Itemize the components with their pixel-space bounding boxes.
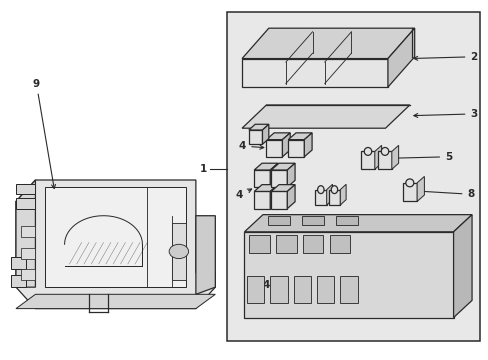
Polygon shape <box>282 133 289 157</box>
Ellipse shape <box>364 148 371 156</box>
Ellipse shape <box>381 148 388 156</box>
Polygon shape <box>301 216 323 225</box>
Polygon shape <box>267 216 289 225</box>
Polygon shape <box>248 130 262 144</box>
Polygon shape <box>21 248 35 258</box>
Text: 4: 4 <box>262 279 275 291</box>
Polygon shape <box>271 185 294 192</box>
Polygon shape <box>45 187 186 287</box>
Text: 4: 4 <box>236 189 251 201</box>
Polygon shape <box>270 276 287 303</box>
Polygon shape <box>270 163 278 187</box>
Text: 1: 1 <box>199 164 206 174</box>
Polygon shape <box>11 257 26 269</box>
Text: 9: 9 <box>33 78 55 189</box>
Polygon shape <box>196 216 215 294</box>
Polygon shape <box>326 184 332 205</box>
Polygon shape <box>16 180 215 309</box>
Polygon shape <box>276 235 296 253</box>
Polygon shape <box>248 124 268 130</box>
Polygon shape <box>246 276 264 303</box>
Polygon shape <box>21 226 35 237</box>
Polygon shape <box>242 59 387 87</box>
Polygon shape <box>329 235 349 253</box>
Polygon shape <box>16 184 35 194</box>
Polygon shape <box>340 184 346 205</box>
Polygon shape <box>254 185 278 192</box>
Ellipse shape <box>330 186 337 194</box>
Polygon shape <box>287 133 311 140</box>
Polygon shape <box>302 235 323 253</box>
Text: 2: 2 <box>413 52 477 62</box>
Polygon shape <box>387 28 414 87</box>
Circle shape <box>169 244 188 258</box>
Polygon shape <box>316 276 334 303</box>
Ellipse shape <box>405 179 413 187</box>
Polygon shape <box>335 216 357 225</box>
Polygon shape <box>287 163 294 187</box>
Text: 8: 8 <box>415 189 474 199</box>
Polygon shape <box>254 170 270 187</box>
Polygon shape <box>244 215 471 232</box>
Polygon shape <box>242 105 409 128</box>
Text: 4: 4 <box>238 141 264 151</box>
Polygon shape <box>361 152 374 169</box>
Polygon shape <box>271 192 287 208</box>
Polygon shape <box>11 275 26 287</box>
Text: 3: 3 <box>413 109 477 119</box>
Text: 6: 6 <box>256 127 266 137</box>
Polygon shape <box>293 276 310 303</box>
Polygon shape <box>391 145 398 169</box>
Polygon shape <box>453 215 471 318</box>
Polygon shape <box>266 140 282 157</box>
Polygon shape <box>16 180 35 287</box>
Polygon shape <box>271 170 287 187</box>
Polygon shape <box>242 28 414 59</box>
Polygon shape <box>254 163 278 170</box>
Text: 5: 5 <box>382 152 451 162</box>
Polygon shape <box>16 294 215 309</box>
Polygon shape <box>270 185 278 208</box>
Polygon shape <box>254 192 270 208</box>
Polygon shape <box>287 140 304 157</box>
Polygon shape <box>244 232 453 318</box>
Polygon shape <box>377 152 391 169</box>
Polygon shape <box>249 235 269 253</box>
Polygon shape <box>328 190 340 205</box>
Polygon shape <box>416 176 424 202</box>
Polygon shape <box>340 276 357 303</box>
Polygon shape <box>171 223 186 280</box>
Polygon shape <box>21 269 35 280</box>
Polygon shape <box>266 133 289 140</box>
Polygon shape <box>271 163 294 170</box>
Polygon shape <box>314 190 326 205</box>
Polygon shape <box>304 133 311 157</box>
Text: 7: 7 <box>325 196 337 206</box>
Polygon shape <box>374 145 381 169</box>
Polygon shape <box>287 185 294 208</box>
Polygon shape <box>262 124 268 144</box>
Polygon shape <box>16 198 35 208</box>
Ellipse shape <box>317 186 324 194</box>
Bar <box>227 12 479 341</box>
Polygon shape <box>402 183 416 202</box>
